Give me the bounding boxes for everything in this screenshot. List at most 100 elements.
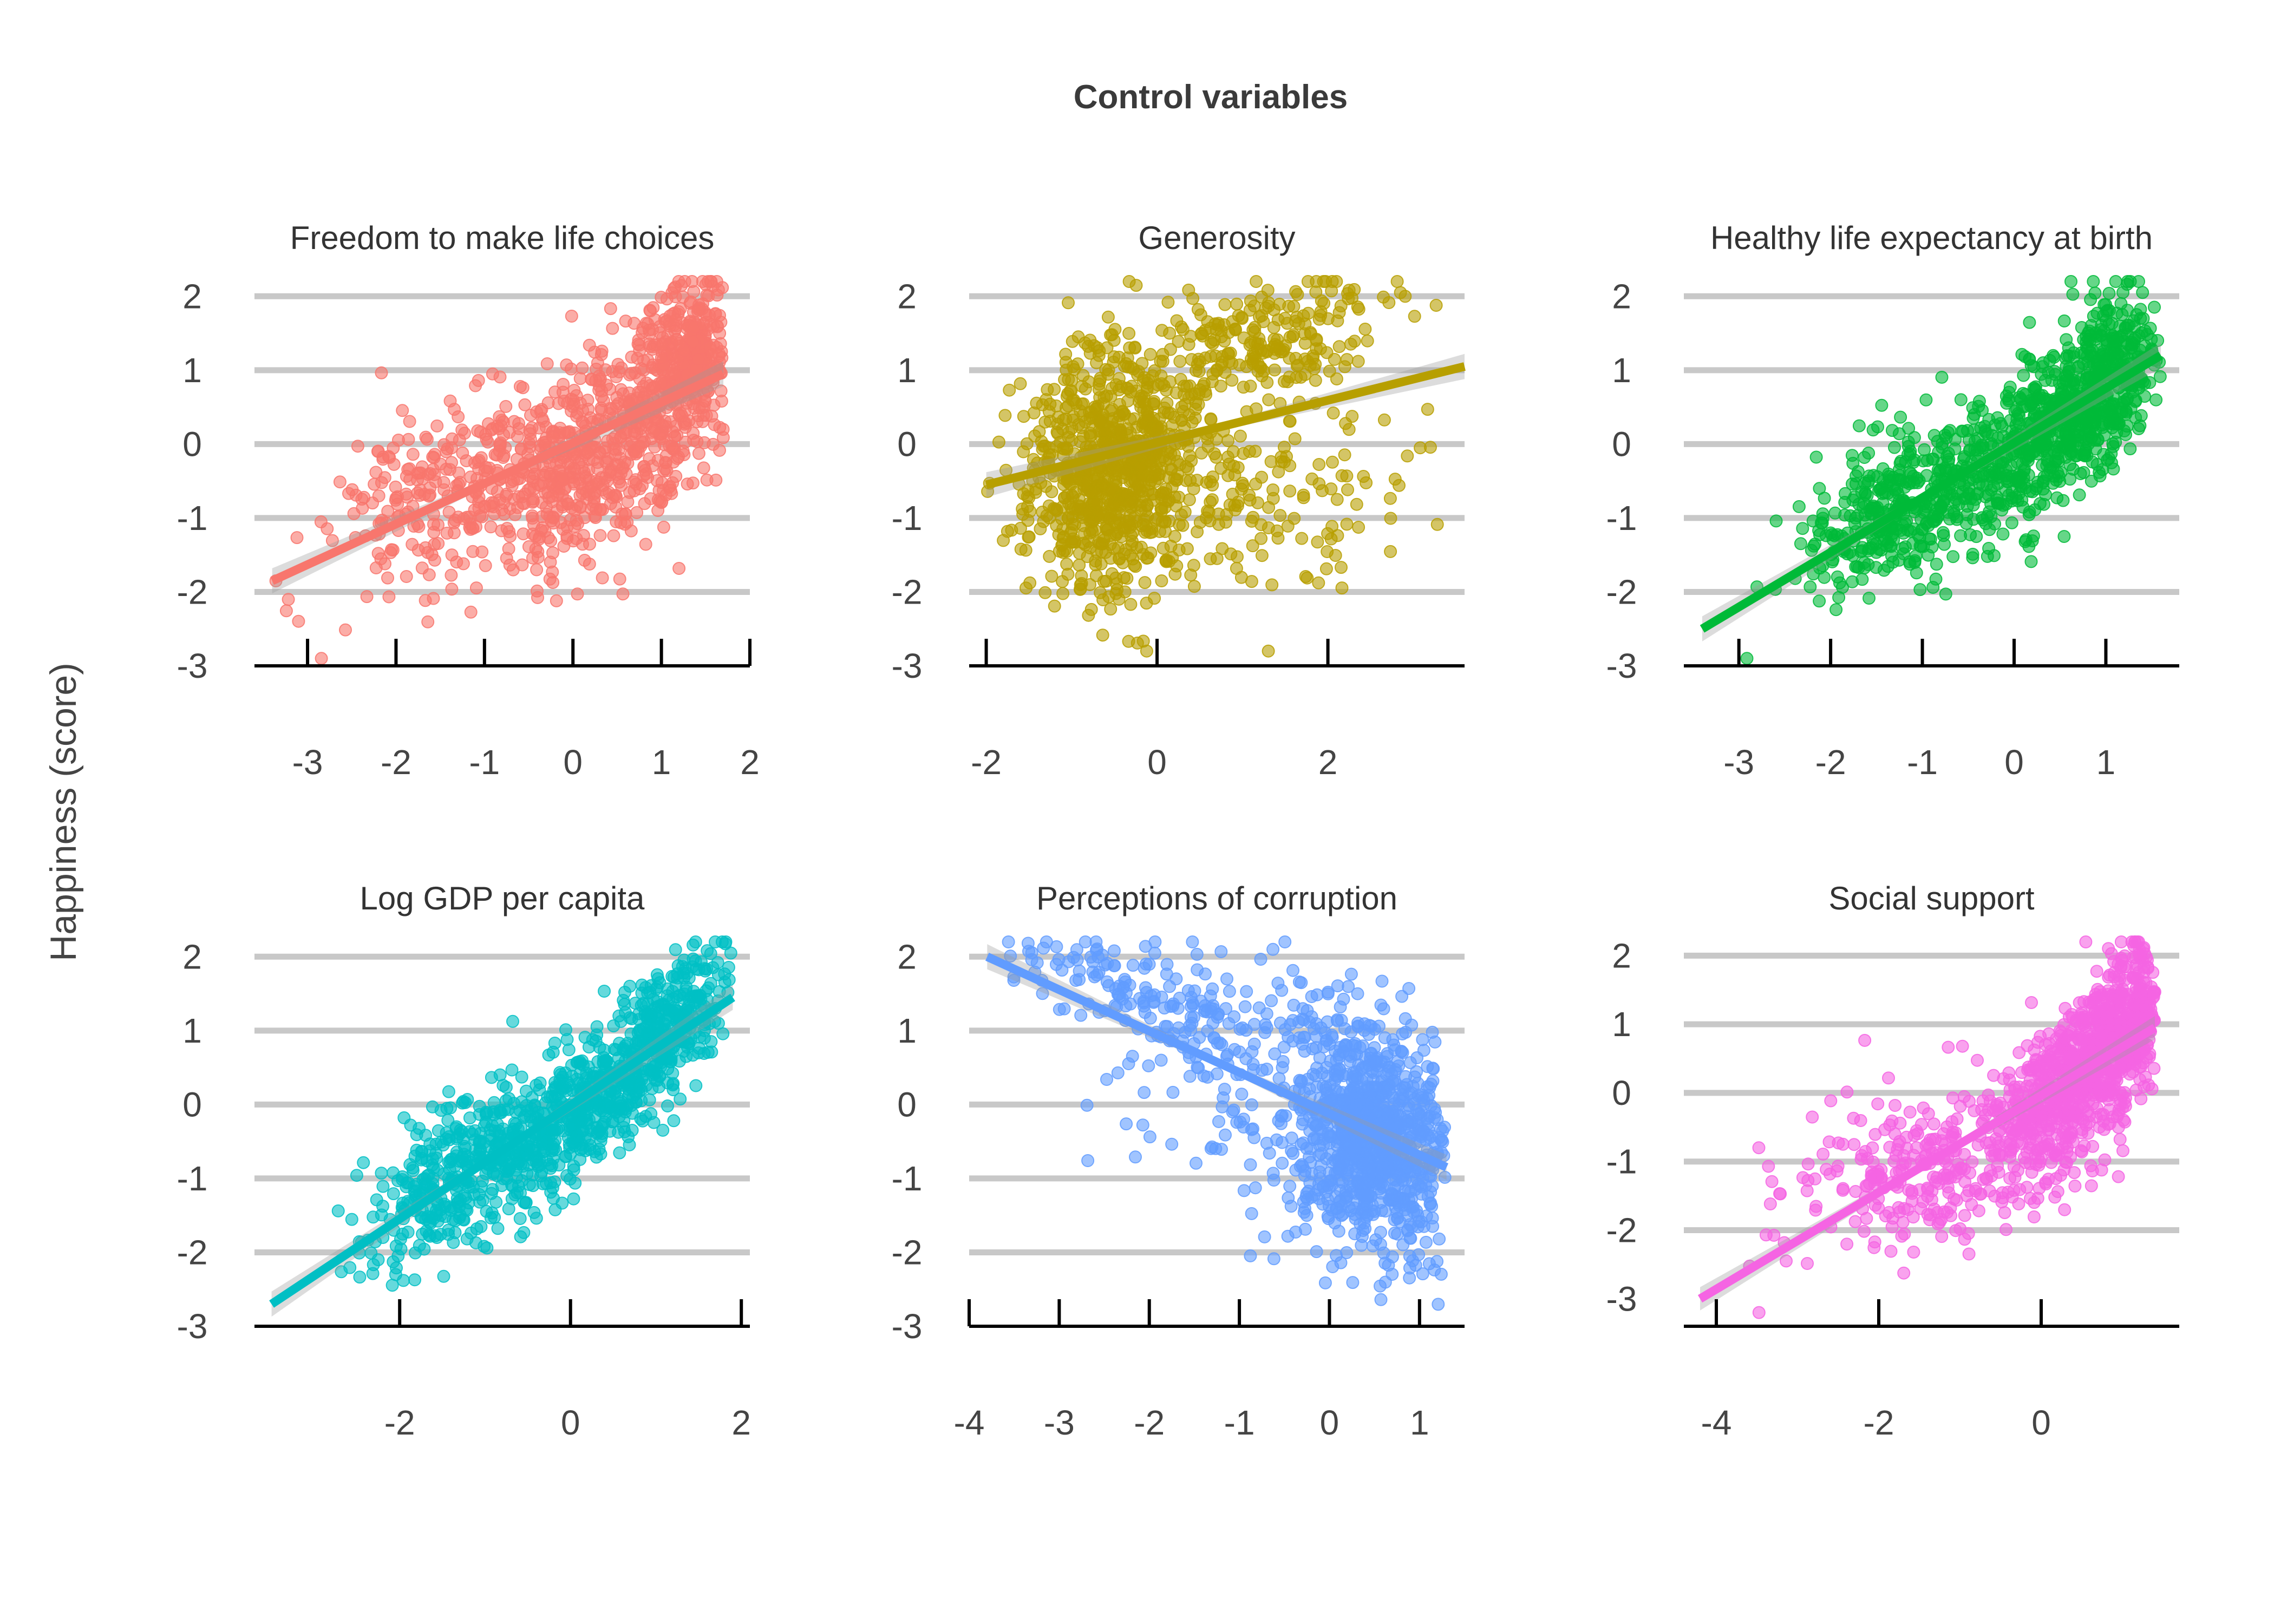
data-point: [2025, 485, 2039, 499]
data-point: [1083, 578, 1096, 591]
data-point: [1005, 523, 1018, 537]
data-point: [513, 379, 527, 393]
data-point: [466, 521, 479, 534]
data-point: [666, 476, 679, 489]
data-point: [1083, 346, 1097, 360]
data-point: [1107, 356, 1120, 369]
data-point: [2108, 416, 2122, 430]
data-point: [691, 409, 705, 423]
data-point: [406, 448, 420, 461]
data-point: [496, 1172, 510, 1186]
data-point: [442, 506, 456, 519]
data-point: [1172, 543, 1186, 556]
data-point: [1325, 455, 1339, 469]
data-point: [1260, 376, 1274, 389]
data-point: [1118, 489, 1131, 502]
data-point: [567, 1192, 580, 1206]
data-point: [596, 571, 609, 585]
data-point: [624, 1027, 638, 1040]
data-point: [677, 966, 690, 980]
data-point: [480, 1241, 494, 1255]
data-point: [1184, 568, 1198, 582]
data-point: [456, 557, 470, 571]
data-point: [513, 1212, 527, 1225]
data-point: [1312, 458, 1326, 471]
data-point: [1809, 450, 1823, 464]
data-point: [414, 466, 427, 480]
data-point: [1963, 443, 1976, 457]
data-point: [1328, 352, 1341, 366]
data-point: [667, 1114, 681, 1128]
data-point: [1089, 558, 1102, 572]
data-point: [2043, 353, 2056, 367]
data-point: [2127, 333, 2141, 346]
data-point: [1908, 556, 1922, 569]
data-point: [1929, 572, 1943, 586]
data-point: [2024, 396, 2038, 410]
data-point: [567, 477, 581, 491]
y-tick-label: 1: [1612, 351, 1631, 390]
data-point: [1890, 482, 1904, 496]
data-point: [648, 313, 662, 326]
data-point: [473, 1136, 486, 1150]
y-tick-label: -1: [177, 1159, 208, 1198]
data-point: [1938, 538, 1951, 551]
data-point: [1192, 398, 1205, 411]
data-point: [664, 415, 677, 429]
data-point: [1210, 364, 1224, 378]
data-point: [1360, 476, 1373, 489]
data-point: [1016, 508, 1030, 521]
data-point: [1324, 482, 1338, 496]
y-tick-label: 1: [182, 351, 202, 390]
data-point: [2099, 298, 2112, 311]
data-point: [1996, 527, 2010, 541]
data-point: [1408, 310, 1421, 323]
data-point: [1138, 397, 1152, 410]
data-point: [1836, 580, 1849, 594]
data-point: [2151, 334, 2165, 347]
x-tick-label: 2: [731, 1403, 751, 1442]
data-point: [639, 538, 652, 551]
data-point: [480, 1106, 494, 1120]
data-point: [1077, 482, 1090, 496]
data-point: [1234, 571, 1248, 584]
data-point: [1255, 549, 1269, 562]
data-point: [705, 348, 719, 362]
data-point: [593, 529, 607, 542]
data-point: [1235, 311, 1249, 324]
data-point: [573, 372, 587, 385]
data-point: [445, 582, 459, 596]
data-point: [2109, 435, 2122, 449]
data-point: [1036, 506, 1049, 519]
data-point: [1097, 391, 1111, 404]
data-point: [530, 1078, 543, 1092]
data-point: [1883, 470, 1896, 483]
data-point: [700, 962, 714, 976]
data-point: [432, 537, 445, 550]
y-tick-label: -3: [177, 1307, 208, 1346]
data-point: [2138, 339, 2152, 353]
data-point: [491, 1117, 504, 1131]
data-point: [429, 1204, 443, 1217]
data-point: [1204, 552, 1217, 566]
data-point: [1156, 541, 1170, 555]
data-point: [1816, 507, 1829, 521]
data-point: [686, 476, 700, 490]
data-point: [583, 1143, 597, 1156]
data-point: [1098, 473, 1112, 486]
data-point: [700, 473, 714, 487]
data-point: [1929, 513, 1943, 527]
y-tick-label: 2: [182, 277, 202, 316]
data-point: [1062, 425, 1076, 439]
data-point: [590, 1020, 604, 1033]
data-point: [1233, 429, 1247, 443]
data-point: [539, 420, 553, 434]
data-point: [1384, 545, 1397, 558]
data-point: [1966, 551, 1979, 565]
data-point: [2060, 333, 2073, 346]
data-point: [499, 1094, 513, 1108]
data-point: [530, 1212, 543, 1225]
data-point: [1287, 328, 1301, 342]
data-point: [2067, 378, 2080, 391]
data-point: [1157, 379, 1171, 392]
